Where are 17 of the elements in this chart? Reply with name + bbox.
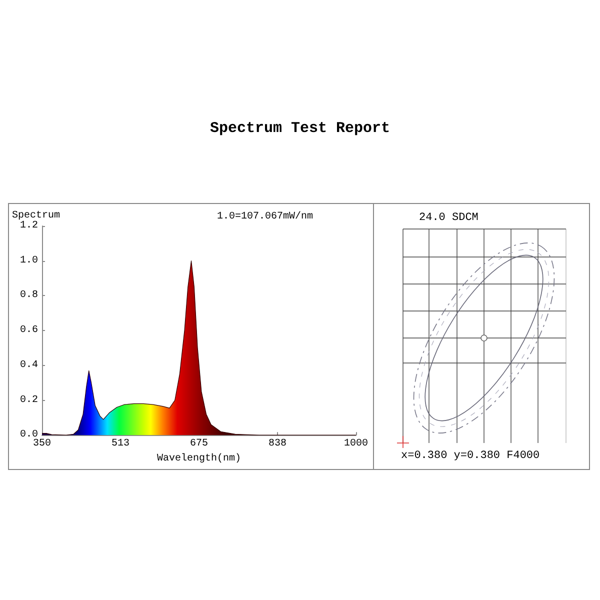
y-tick-label: 0.8 — [20, 290, 38, 302]
x-tick-label: 350 — [32, 438, 52, 450]
x-tick-label: 1000 — [344, 438, 368, 450]
text: 1.0=107.067mW/nm — [216, 210, 313, 222]
chart-title: Spectrum Test Report — [208, 120, 392, 137]
x-tick-label: 513 — [111, 438, 130, 450]
y-tick-label: 0.6 — [20, 325, 38, 336]
x-axis-title: Wavelength(nm) — [156, 452, 242, 464]
text: x=0.380 y=0.380 F4000 — [401, 450, 540, 462]
x-tick-label: 675 — [190, 438, 208, 450]
y-axis-title: Spectrum — [12, 210, 60, 222]
y-tick-label: 1.2 — [20, 220, 38, 232]
y-tick-label: 0.4 — [20, 360, 38, 371]
y-tick-label: 1.0 — [20, 255, 38, 266]
x-tick-label: 838 — [268, 438, 287, 450]
text: 24.0 SDCM — [419, 212, 478, 224]
y-tick-label: 0.2 — [20, 394, 38, 406]
